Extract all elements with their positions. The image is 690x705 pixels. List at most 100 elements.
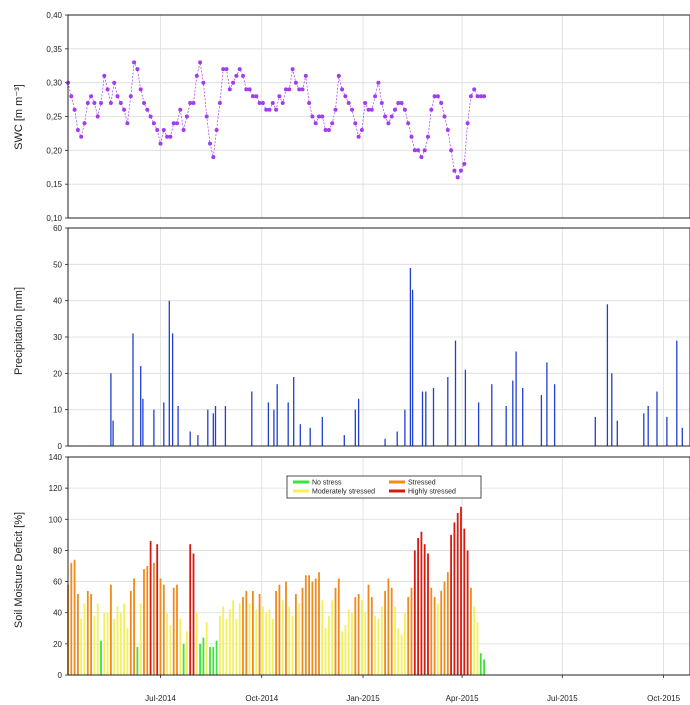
swc-point: [389, 114, 394, 119]
swc-point: [369, 107, 374, 112]
deficit-bar: [252, 590, 254, 675]
swc-point: [201, 80, 206, 85]
swc-point: [145, 107, 150, 112]
deficit-bar: [90, 594, 92, 675]
swc-point: [254, 94, 259, 99]
swc-point: [89, 94, 94, 99]
swc-point: [188, 101, 193, 105]
precipitation-y-axis-label: Precipitation [mm]: [13, 287, 25, 375]
swc-point: [95, 114, 100, 119]
deficit-bar: [357, 594, 360, 675]
swc-point: [340, 87, 345, 92]
deficit-bar: [215, 640, 218, 675]
swc-point: [260, 101, 265, 105]
deficit-bar: [413, 550, 416, 675]
swc-point: [224, 67, 229, 72]
deficit-bar: [139, 603, 142, 675]
deficit-bar: [417, 538, 419, 675]
swc-point: [184, 114, 189, 119]
deficit-bar: [337, 578, 340, 675]
swc-point: [330, 121, 335, 126]
precipitation-bars: [110, 268, 683, 446]
swc-point: [326, 128, 331, 132]
deficit-bar: [295, 594, 297, 675]
deficit-bar: [291, 615, 294, 675]
swc-point: [115, 94, 120, 99]
swc-point: [142, 101, 146, 105]
swc-point: [320, 114, 325, 119]
deficit-bar: [123, 603, 125, 675]
swc-point: [472, 87, 477, 92]
deficit-bar: [390, 587, 393, 675]
swc-point: [128, 94, 133, 99]
deficit-bar: [83, 603, 86, 675]
deficit-bar: [460, 506, 462, 675]
deficit-bar: [407, 597, 410, 675]
deficit-bar: [377, 618, 380, 675]
deficit-bar: [483, 659, 485, 675]
deficit-bar: [453, 522, 456, 675]
deficit-bar: [149, 541, 152, 675]
swc-point: [171, 121, 176, 126]
y-tick-label: 100: [49, 515, 63, 524]
deficit-bar: [420, 531, 423, 675]
deficit-bar: [126, 628, 129, 675]
deficit-bar: [86, 590, 89, 675]
swc-point: [158, 141, 163, 146]
y-tick-label: 40: [53, 297, 62, 306]
swc-point: [135, 67, 140, 72]
deficit-bar: [344, 625, 347, 675]
deficit-bar: [106, 612, 109, 675]
deficit-bar: [225, 618, 228, 675]
deficit-bar: [96, 603, 99, 675]
deficit-bar: [400, 634, 403, 675]
deficit-bar: [285, 581, 287, 675]
deficit-bar: [93, 615, 96, 675]
deficit-bar: [179, 618, 182, 675]
deficit-bar: [476, 622, 479, 675]
legend-label-moderately-stressed: Moderately stressed: [312, 489, 375, 496]
y-tick-label: 0,30: [46, 79, 62, 88]
swc-point: [99, 101, 103, 105]
swc-plot-frame: [67, 14, 690, 219]
deficit-bar: [370, 597, 373, 675]
deficit-bar: [304, 575, 307, 675]
y-tick-label: 0: [58, 671, 63, 680]
swc-point: [72, 107, 77, 112]
swc-point: [303, 73, 308, 78]
x-tick-label: Jul-2014: [145, 694, 176, 703]
deficit-bar: [238, 603, 241, 675]
swc-point: [105, 87, 110, 92]
swc-point: [151, 121, 156, 126]
deficit-bar: [341, 631, 343, 675]
deficit-bar: [189, 544, 192, 675]
swc-point: [356, 134, 361, 139]
deficit-bar: [446, 572, 449, 675]
swc-point: [234, 73, 239, 78]
deficit-bar: [202, 637, 205, 675]
swc-point: [277, 94, 282, 99]
swc-point: [422, 148, 427, 153]
y-tick-label: 120: [49, 484, 63, 493]
swc-point: [379, 101, 384, 105]
swc-point: [313, 121, 318, 126]
swc-point: [333, 107, 338, 112]
deficit-bar: [219, 615, 221, 675]
deficit-bar: [232, 600, 234, 675]
swc-point: [406, 121, 411, 126]
swc-point: [155, 128, 160, 132]
swc-point: [465, 121, 470, 126]
y-tick-label: 30: [53, 333, 62, 342]
deficit-bar: [73, 559, 76, 675]
y-tick-label: 20: [53, 369, 62, 378]
deficit-bar: [380, 606, 383, 675]
swc-point: [79, 134, 84, 139]
deficit-bar: [169, 625, 172, 675]
deficit-bar: [162, 584, 165, 675]
swc-point: [399, 101, 404, 105]
swc-point: [307, 101, 312, 105]
swc-point: [478, 94, 483, 99]
swc-point: [429, 107, 434, 112]
swc-point: [132, 60, 137, 65]
deficit-y-axis-label: Soil Moisture Deficit [%]: [13, 512, 25, 628]
